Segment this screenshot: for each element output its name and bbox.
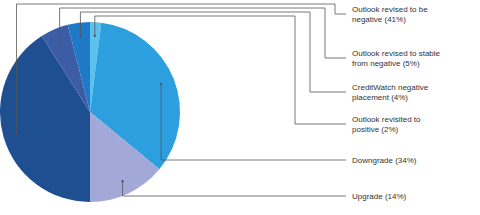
svg-text:Outlook revised to stablefrom: Outlook revised to stablefrom negative (… (352, 49, 441, 68)
svg-text:Downgrade (34%): Downgrade (34%) (352, 156, 417, 165)
svg-text:Upgrade (14%): Upgrade (14%) (352, 192, 407, 201)
svg-text:CreditWatch negativeplacement: CreditWatch negativeplacement (4%) (352, 83, 429, 102)
svg-text:Outlook revised to benegative: Outlook revised to benegative (41%) (352, 5, 428, 24)
svg-text:Outlook revisited topositive (: Outlook revisited topositive (2%) (352, 115, 421, 134)
